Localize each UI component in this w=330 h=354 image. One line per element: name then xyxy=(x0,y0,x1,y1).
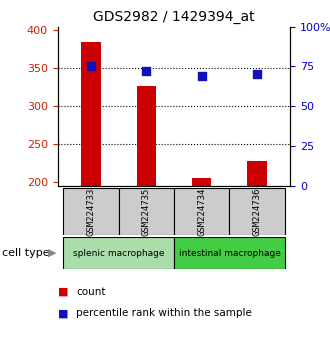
Text: GSM224736: GSM224736 xyxy=(253,187,262,236)
Text: GSM224733: GSM224733 xyxy=(86,187,95,236)
Point xyxy=(88,64,94,69)
Text: intestinal macrophage: intestinal macrophage xyxy=(179,249,280,258)
Bar xyxy=(119,188,174,235)
Bar xyxy=(229,188,285,235)
Text: ■: ■ xyxy=(58,308,68,318)
Text: ■: ■ xyxy=(58,287,68,297)
Point xyxy=(254,72,260,77)
Point xyxy=(199,73,204,79)
Text: cell type: cell type xyxy=(2,248,49,258)
Bar xyxy=(248,161,267,186)
Point xyxy=(144,68,149,74)
Bar xyxy=(63,237,174,269)
Bar xyxy=(81,42,101,186)
Text: splenic macrophage: splenic macrophage xyxy=(73,249,164,258)
Bar xyxy=(137,86,156,186)
Bar xyxy=(63,188,119,235)
Title: GDS2982 / 1429394_at: GDS2982 / 1429394_at xyxy=(93,10,255,24)
Text: ▶: ▶ xyxy=(48,248,56,258)
Bar xyxy=(192,178,212,186)
Text: GSM224734: GSM224734 xyxy=(197,187,206,236)
Text: GSM224735: GSM224735 xyxy=(142,187,151,236)
Text: count: count xyxy=(76,287,105,297)
Bar xyxy=(174,188,229,235)
Text: percentile rank within the sample: percentile rank within the sample xyxy=(76,308,252,318)
Bar xyxy=(174,237,285,269)
